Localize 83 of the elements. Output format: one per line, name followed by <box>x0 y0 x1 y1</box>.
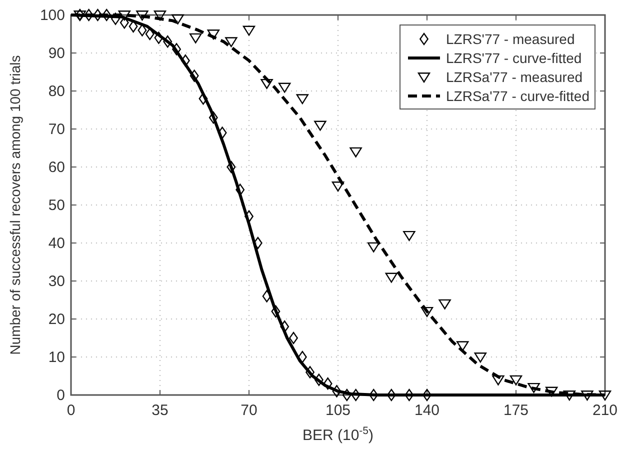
y-axis-title: Number of successful recovers among 100 trials <box>7 55 23 355</box>
point <box>368 242 380 252</box>
point <box>474 352 486 363</box>
y-tick-label: 0 <box>56 387 65 404</box>
x-tick-label: 175 <box>503 402 529 419</box>
point <box>581 390 594 401</box>
point <box>385 272 398 283</box>
point <box>403 230 416 241</box>
point <box>102 8 112 22</box>
point <box>280 320 290 333</box>
point <box>332 182 344 192</box>
x-tick-label: 140 <box>414 402 440 419</box>
point <box>190 33 202 44</box>
point <box>438 299 451 310</box>
point <box>510 375 522 386</box>
point <box>74 10 86 21</box>
y-tick-label: 60 <box>48 159 65 176</box>
legend-label: LZRS'77 - measured <box>446 31 575 47</box>
y-tick-label: 20 <box>48 311 65 328</box>
point <box>314 374 324 386</box>
x-tick-label: 0 <box>66 402 76 419</box>
x-axis-title: BER (10$^{-5}$) <box>302 425 374 444</box>
point <box>456 341 469 352</box>
x-tick-label: 35 <box>152 402 168 419</box>
point <box>226 160 236 174</box>
y-tick-label: 80 <box>48 83 65 100</box>
point <box>136 10 148 21</box>
point <box>386 388 396 402</box>
point <box>351 388 360 402</box>
point <box>180 54 190 67</box>
y-tick-label: 10 <box>48 349 65 366</box>
y-tick-label: 100 <box>40 7 65 24</box>
point <box>492 375 504 386</box>
point <box>118 10 130 21</box>
x-tick-label: 210 <box>592 402 618 419</box>
point <box>198 92 208 105</box>
point <box>420 306 434 317</box>
y-tick-label: 30 <box>48 273 65 290</box>
point <box>546 386 558 397</box>
point <box>314 120 326 131</box>
point <box>163 36 172 48</box>
y-tick-label: 90 <box>48 45 65 62</box>
point <box>225 37 238 48</box>
point <box>120 16 129 29</box>
point <box>93 8 102 22</box>
point <box>350 147 362 158</box>
point <box>262 290 272 302</box>
point <box>528 382 540 393</box>
point <box>323 378 332 390</box>
point <box>563 390 576 401</box>
point <box>244 210 254 222</box>
point <box>145 28 154 40</box>
legend-label: LZRSa'77 - measured <box>446 69 583 85</box>
point <box>598 390 612 401</box>
point <box>172 43 181 56</box>
y-tick-label: 50 <box>48 197 65 214</box>
point <box>369 388 378 402</box>
point <box>218 126 227 139</box>
point <box>298 350 307 364</box>
legend-label: LZRSa'77 - curve-fitted <box>446 88 590 104</box>
point <box>84 8 94 22</box>
point <box>404 388 414 402</box>
point <box>236 184 245 196</box>
point <box>342 388 352 402</box>
point <box>154 32 164 44</box>
y-tick-label: 40 <box>48 235 65 252</box>
point <box>207 30 220 40</box>
point <box>332 385 342 398</box>
legend-label: LZRS'77 - curve-fitted <box>446 50 582 66</box>
point <box>271 305 280 318</box>
point <box>296 94 308 104</box>
point <box>278 82 291 93</box>
point <box>306 366 314 378</box>
point <box>208 112 218 124</box>
point <box>242 26 256 36</box>
point <box>190 70 199 82</box>
point <box>111 12 120 25</box>
point <box>172 14 184 24</box>
point <box>260 78 273 89</box>
point <box>138 24 147 36</box>
x-tick-label: 70 <box>240 402 258 419</box>
x-tick-label: 105 <box>325 402 351 419</box>
y-tick-label: 70 <box>48 121 65 138</box>
